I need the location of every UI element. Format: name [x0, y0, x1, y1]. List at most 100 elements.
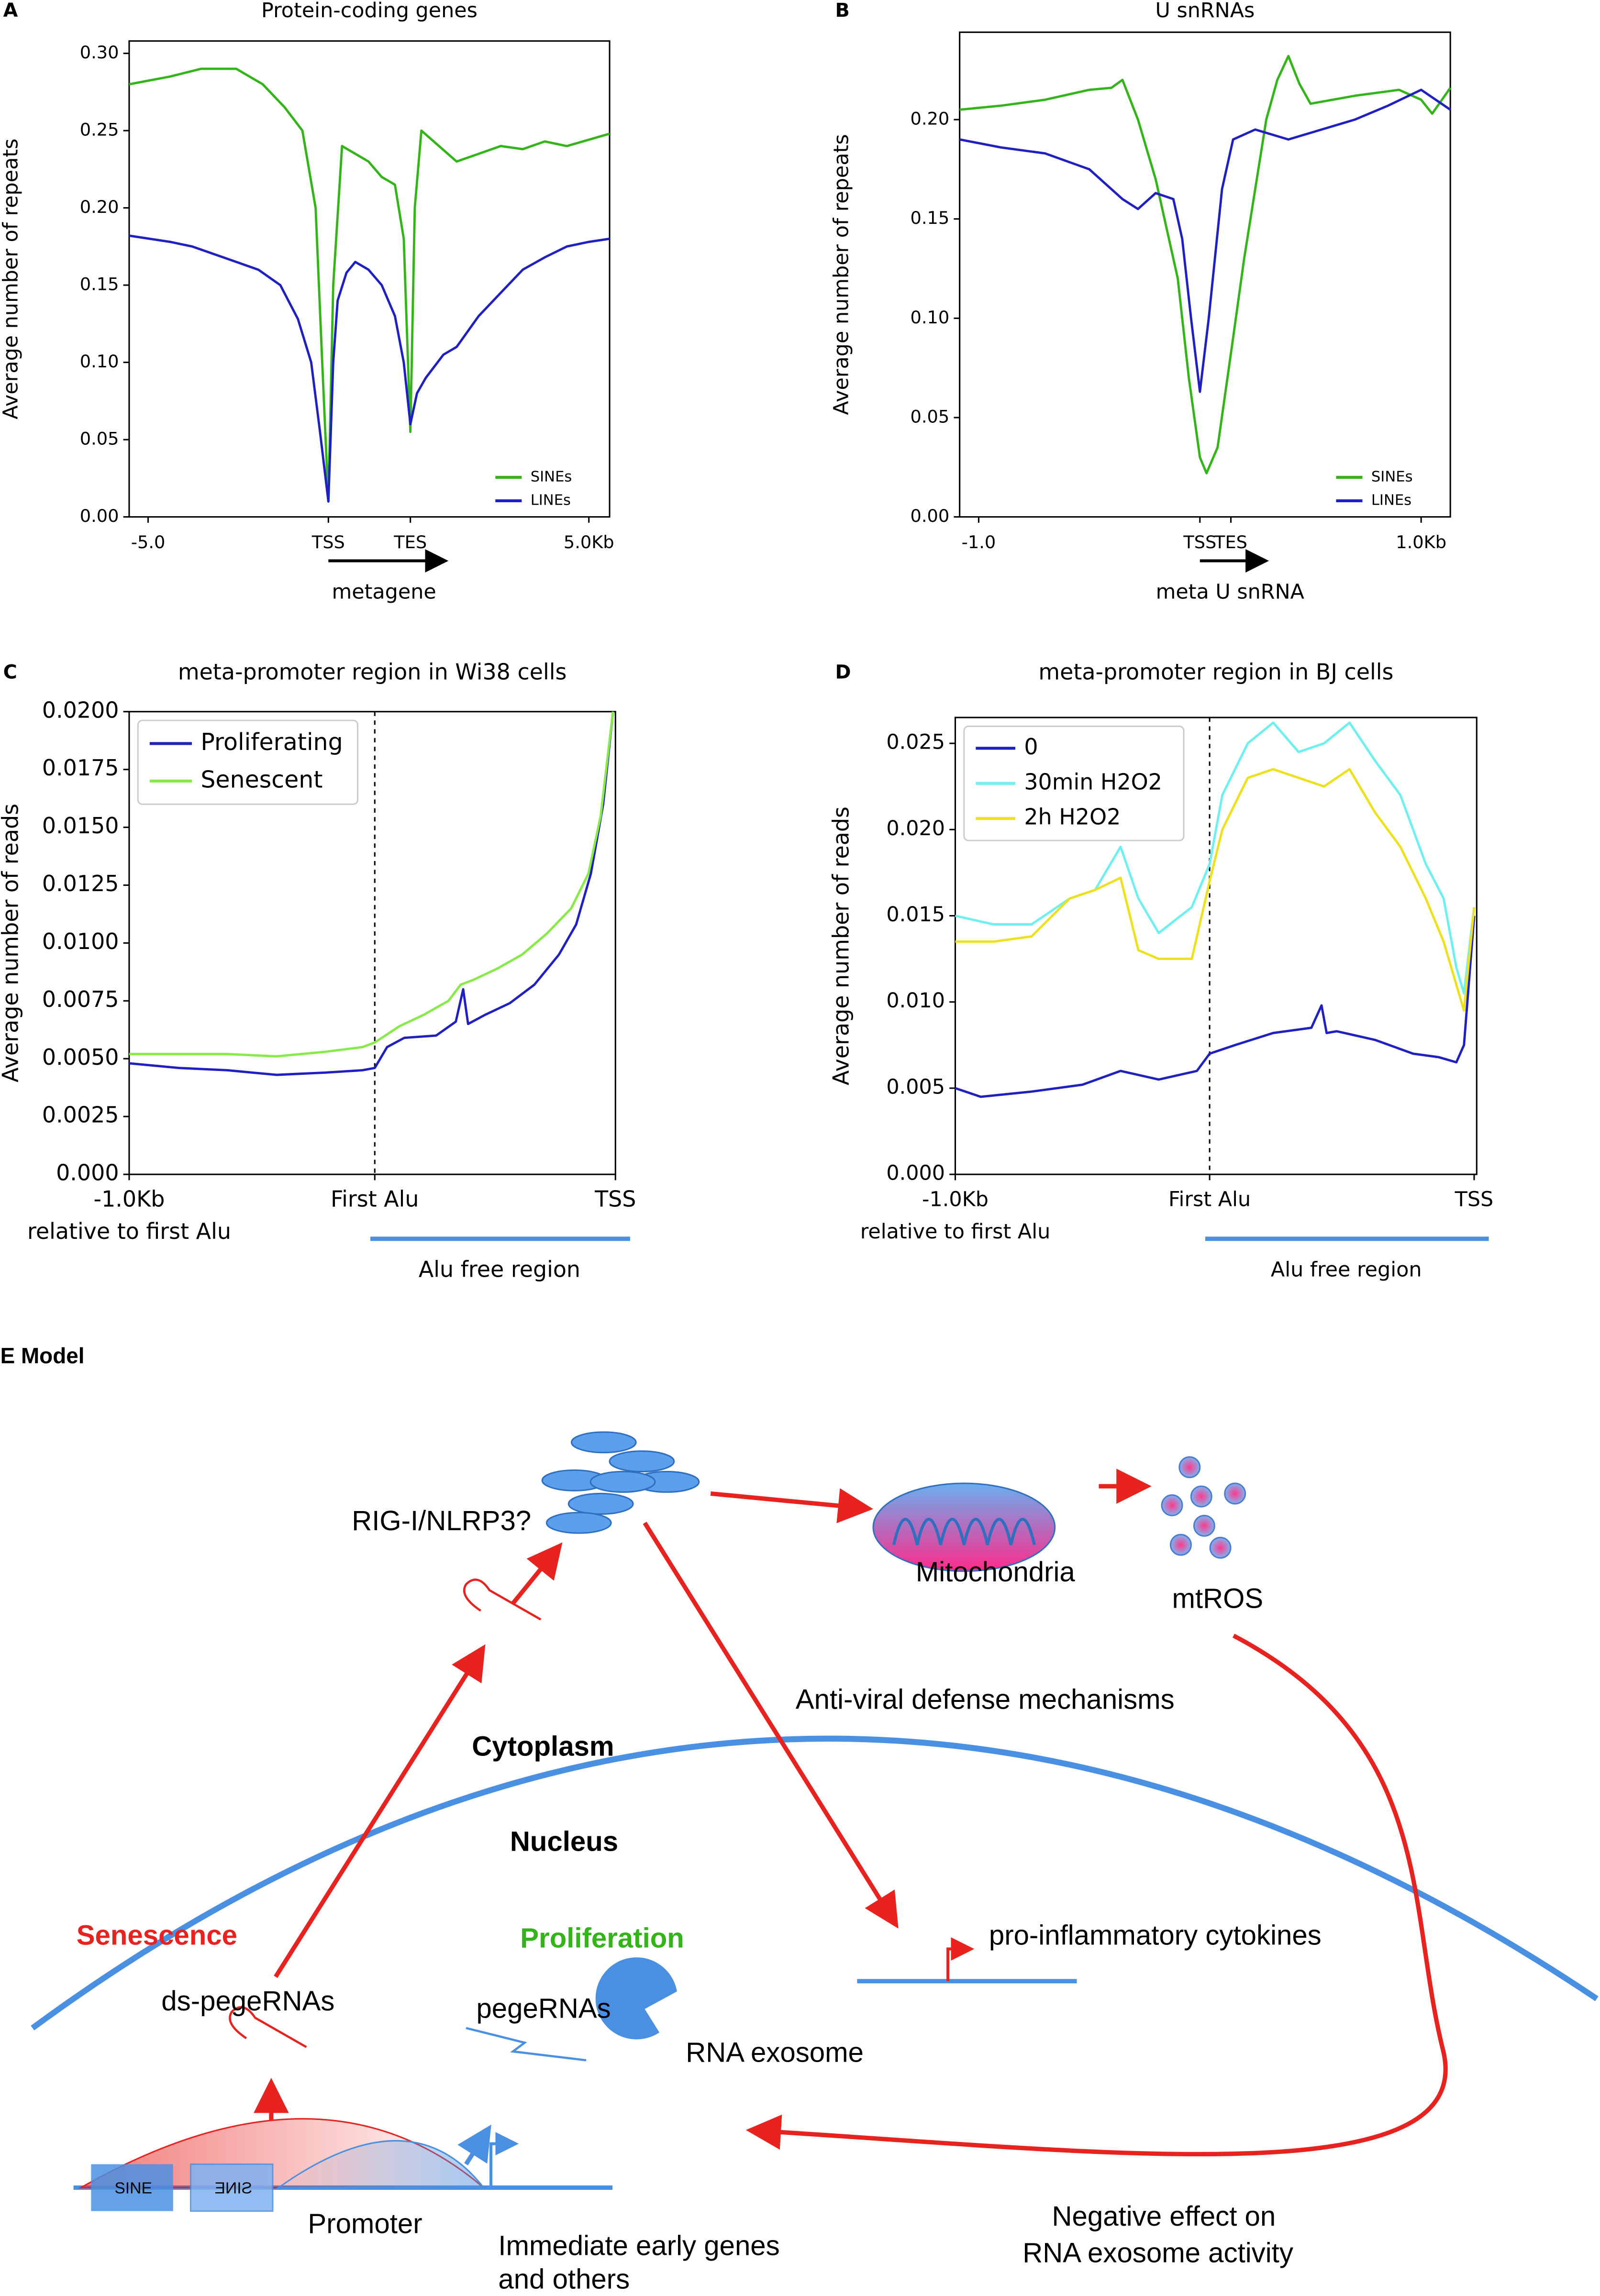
- x-tick-label: TSS: [311, 532, 345, 552]
- y-tick-label: 0.015: [886, 903, 945, 927]
- plot-frame: [128, 40, 611, 518]
- x-tick-label: TSS: [1183, 532, 1216, 552]
- plot-frame: [954, 717, 1478, 1175]
- y-tick-label: 0.0075: [42, 986, 119, 1012]
- x-tick-label: 5.0Kb: [564, 532, 614, 552]
- label: Nucleus: [510, 1826, 618, 1857]
- label: Immediate early genes: [498, 2230, 779, 2261]
- series-line: [129, 67, 610, 503]
- label: RNA exosome activity: [1022, 2238, 1293, 2269]
- mitochondrion: [872, 1482, 1056, 1572]
- chart-title: meta-promoter region in Wi38 cells: [178, 659, 567, 685]
- legend-label: Senescent: [200, 766, 322, 793]
- sine-box: [91, 2164, 173, 2211]
- panel: A Protein-coding genes Average number of r…: [0, 0, 614, 604]
- legend-label: 2h H2O2: [1024, 804, 1121, 830]
- x-tick-label: -5.0: [131, 532, 166, 552]
- panel-letter: B: [835, 0, 849, 22]
- legend-label: LINEs: [531, 492, 571, 508]
- x-tick-label: TES: [1214, 532, 1247, 552]
- nuclear-membrane: [31, 1735, 1599, 2031]
- y-tick-label: 0.10: [80, 351, 119, 372]
- label: SINE: [114, 2179, 152, 2197]
- y-tick-label: 0.20: [910, 109, 949, 129]
- series-line: [129, 711, 614, 1058]
- label: pegeRNAs: [476, 1993, 611, 2024]
- panel-letter: A: [3, 0, 18, 22]
- dsrna-nucleus: [229, 2006, 307, 2048]
- plot-frame: [128, 711, 616, 1175]
- x-tick-label: TES: [393, 532, 427, 552]
- legend-label: SINEs: [531, 468, 572, 485]
- y-tick-label: 0.10: [910, 307, 949, 328]
- label: RIG-I/NLRP3?: [352, 1505, 531, 1536]
- y-tick-label: 0.0050: [42, 1044, 119, 1070]
- y-tick-label: 0.20: [80, 197, 119, 217]
- cytokine-tss: [946, 1937, 975, 1981]
- y-tick-label: 0.005: [886, 1075, 945, 1099]
- x-tick-label: -1.0: [962, 532, 996, 552]
- y-tick-label: 0.0175: [42, 755, 119, 781]
- label: SINE: [215, 2179, 253, 2197]
- label: Proliferation: [520, 1922, 684, 1954]
- annotation: Alu free region: [419, 1257, 580, 1282]
- legend-label: SINEs: [1371, 468, 1413, 485]
- y-tick-label: 0.0150: [42, 813, 119, 839]
- x-tick-label: First Alu: [1168, 1188, 1251, 1212]
- dsrna-cytoplasm: [463, 1578, 542, 1621]
- y-tick-label: 0.0200: [42, 697, 119, 723]
- series-line: [955, 916, 1476, 1098]
- chart-title: Protein-coding genes: [261, 0, 478, 22]
- y-tick-label: 0.000: [886, 1161, 945, 1185]
- y-tick-label: 0.000: [56, 1160, 119, 1186]
- legend-label: 0: [1024, 734, 1038, 760]
- y-tick-label: 0.15: [910, 208, 949, 228]
- legend-frame: [137, 719, 359, 805]
- label: Senescence: [77, 1920, 237, 1951]
- label: Promoter: [308, 2208, 422, 2239]
- x-tick-label: -1.0Kb: [922, 1188, 989, 1212]
- x-tick-label: First Alu: [331, 1186, 419, 1212]
- y-axis-label: Average number of reads: [828, 806, 854, 1085]
- plot-frame: [959, 31, 1451, 518]
- y-tick-label: 0.25: [80, 120, 119, 140]
- y-tick-label: 0.0100: [42, 928, 119, 954]
- model-diagram: E Model R: [0, 1343, 1599, 2295]
- series-line: [959, 55, 1452, 475]
- panel-letter: D: [835, 662, 851, 684]
- red-arrows: [254, 1468, 1448, 2157]
- legend-label: LINEs: [1371, 492, 1411, 508]
- legend-frame: [963, 725, 1185, 841]
- panel: B U snRNAs Average number of repeats meta U…: [829, 0, 1452, 604]
- annotation: Alu free region: [1271, 1258, 1422, 1282]
- series-line: [959, 88, 1451, 393]
- y-tick-label: 0.0125: [42, 871, 119, 896]
- x-axis-label: meta U snRNA: [1156, 580, 1304, 604]
- pegerna: [466, 2027, 587, 2062]
- x-axis-label: metagene: [332, 580, 436, 604]
- y-tick-label: 0.025: [886, 730, 945, 754]
- x-tick-label: -1.0Kb: [94, 1186, 165, 1212]
- y-axis-label: Average number of reads: [0, 804, 23, 1082]
- proliferation-transcription: [276, 2140, 485, 2188]
- y-tick-label: 0.010: [886, 989, 945, 1013]
- y-tick-label: 0.05: [80, 429, 119, 449]
- label: mtROS: [1172, 1583, 1264, 1614]
- y-axis-label: Average number of repeats: [829, 134, 853, 415]
- annotation: relative to first Alu: [860, 1220, 1051, 1244]
- sine-box: [189, 2163, 274, 2212]
- y-axis-label: Average number of repeats: [0, 139, 23, 419]
- label: Negative effect on: [1052, 2201, 1276, 2232]
- x-tick-label: 1.0Kb: [1396, 532, 1446, 552]
- y-tick-label: 0.020: [886, 817, 945, 840]
- chart-title: meta-promoter region in BJ cells: [1038, 659, 1393, 685]
- y-tick-label: 0.0025: [42, 1102, 119, 1128]
- y-tick-label: 0.00: [80, 506, 119, 526]
- y-tick-label: 0.15: [80, 274, 119, 295]
- y-tick-label: 0.00: [910, 506, 949, 526]
- rig-i-receptors: [541, 1431, 700, 1534]
- y-tick-label: 0.05: [910, 406, 949, 427]
- blue-arrow: [457, 2124, 491, 2165]
- y-tick-label: 0.30: [80, 42, 119, 63]
